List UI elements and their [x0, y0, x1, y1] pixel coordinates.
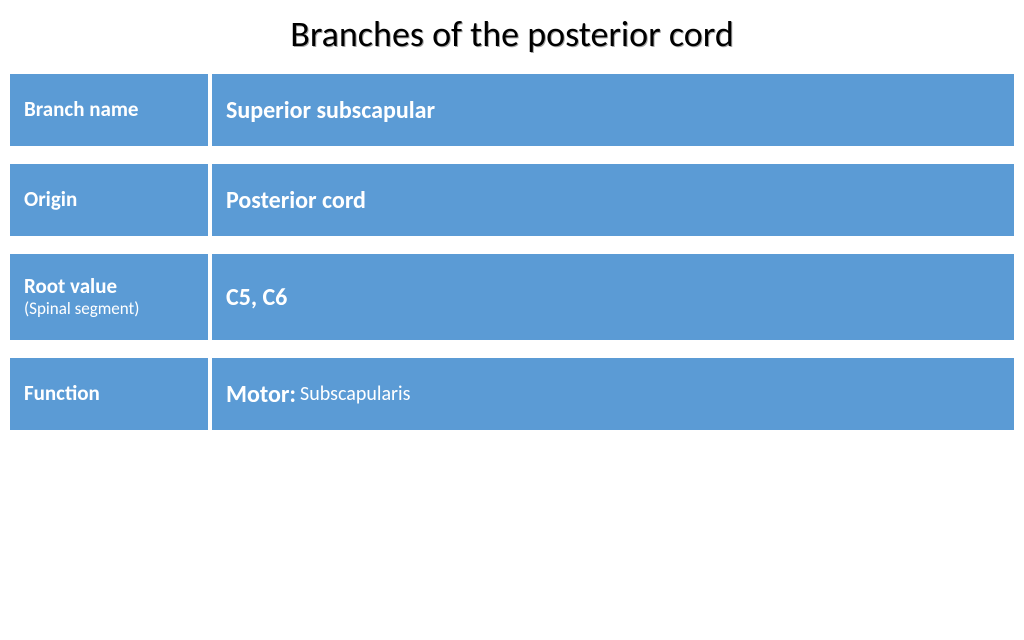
row-label-sub: (Spinal segment): [24, 299, 139, 319]
page-title-text: Branches of the posterior cord: [290, 12, 733, 56]
row-value-main: C5, C6: [226, 283, 287, 312]
row-label-main: Root value: [24, 274, 117, 299]
row-label-main: Branch name: [24, 97, 139, 122]
row-value-main: Motor:: [226, 380, 296, 409]
row-label-main: Function: [24, 381, 100, 406]
table-row: Origin Posterior cord: [10, 164, 1014, 236]
row-value: C5, C6: [212, 254, 1014, 340]
row-value-secondary: Subscapularis: [300, 382, 410, 406]
table-row: Root value (Spinal segment) C5, C6: [10, 254, 1014, 340]
row-value-main: Posterior cord: [226, 186, 366, 215]
row-value: Superior subscapular: [212, 74, 1014, 146]
row-value: Motor: Subscapularis: [212, 358, 1014, 430]
table-row: Branch name Superior subscapular: [10, 74, 1014, 146]
row-value-main: Superior subscapular: [226, 96, 435, 125]
row-label-main: Origin: [24, 187, 77, 212]
info-table: Branch name Superior subscapular Origin …: [0, 74, 1024, 430]
title-container: Branches of the posterior cord Branches …: [0, 0, 1024, 74]
row-label: Origin: [10, 164, 208, 236]
row-value: Posterior cord: [212, 164, 1014, 236]
row-label: Function: [10, 358, 208, 430]
page-title: Branches of the posterior cord Branches …: [290, 12, 733, 56]
row-label: Branch name: [10, 74, 208, 146]
row-label: Root value (Spinal segment): [10, 254, 208, 340]
table-row: Function Motor: Subscapularis: [10, 358, 1014, 430]
